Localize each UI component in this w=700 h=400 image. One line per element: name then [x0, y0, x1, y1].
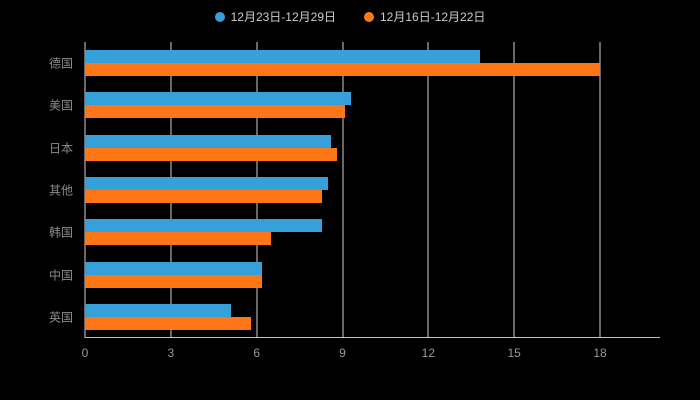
legend-label: 12月16日-12月22日: [380, 10, 486, 24]
category-row: 英国: [49, 296, 600, 338]
grid-line: [513, 42, 515, 338]
x-axis-tick-label: 18: [593, 346, 607, 360]
y-axis-category-label: 韩国: [48, 225, 73, 240]
y-axis-category-label: 其他: [48, 183, 73, 198]
legend-marker-icon: [214, 11, 225, 22]
bar-group: [85, 176, 600, 203]
grid-line: [599, 42, 601, 338]
bar-series-2[interactable]: [85, 232, 271, 246]
y-axis-category-label: 中国: [48, 268, 73, 283]
legend: 12月23日-12月29日 12月16日-12月22日: [0, 8, 700, 25]
x-axis-tick-label: 3: [167, 346, 175, 360]
bar-series-1[interactable]: [85, 134, 332, 148]
bar-series-1[interactable]: [85, 303, 231, 317]
bar-series-2[interactable]: [85, 316, 251, 330]
category-row: 韩国: [49, 211, 600, 253]
legend-item[interactable]: 12月23日-12月29日: [214, 8, 336, 25]
grid-line: [427, 42, 429, 338]
bar-group: [85, 219, 600, 246]
x-axis-tick-label: 12: [421, 346, 436, 360]
x-axis-tick-label: 0: [81, 346, 89, 360]
grid-line: [342, 42, 343, 338]
bar-group: [85, 303, 600, 330]
y-axis-category-label: 日本: [48, 141, 73, 156]
y-axis-category-label: 德国: [48, 56, 73, 71]
x-axis-tick-label: 15: [507, 346, 521, 360]
bar-series-2[interactable]: [85, 274, 263, 288]
bar-series-1[interactable]: [85, 261, 263, 275]
plot-area: 德国美国日本其他韩国中国英国 0 3 6 9 12 15 18: [49, 42, 660, 360]
bar-group: [85, 134, 600, 161]
bar-series-1[interactable]: [85, 219, 323, 233]
bar-series-2[interactable]: [85, 63, 600, 77]
bar-series-2[interactable]: [85, 105, 346, 119]
y-axis-category-label: 美国: [48, 98, 73, 113]
category-row: 其他: [49, 169, 600, 211]
bar-series-1[interactable]: [85, 176, 329, 190]
bar-series-2[interactable]: [85, 147, 337, 161]
bar-group: [85, 50, 600, 77]
bar-series-1[interactable]: [85, 92, 352, 106]
legend-marker-icon: [364, 11, 374, 22]
x-axis-tick-label: 6: [253, 346, 260, 360]
x-axis-tick-label: 9: [339, 346, 346, 360]
bar-series-2[interactable]: [85, 189, 323, 203]
legend-item[interactable]: 12月16日-12月22日: [364, 8, 485, 25]
x-axis-line: [85, 337, 660, 338]
bar-group: [85, 261, 600, 288]
category-row: 中国: [49, 253, 600, 295]
category-row: 德国: [49, 42, 600, 84]
bar-group: [85, 92, 600, 119]
category-row: 日本: [49, 127, 600, 169]
bar-rows: 德国美国日本其他韩国中国英国: [49, 42, 600, 338]
bar-series-1[interactable]: [85, 50, 480, 64]
category-row: 美国: [49, 84, 600, 126]
y-axis-category-label: 英国: [48, 310, 73, 325]
legend-label: 12月23日-12月29日: [230, 10, 336, 24]
